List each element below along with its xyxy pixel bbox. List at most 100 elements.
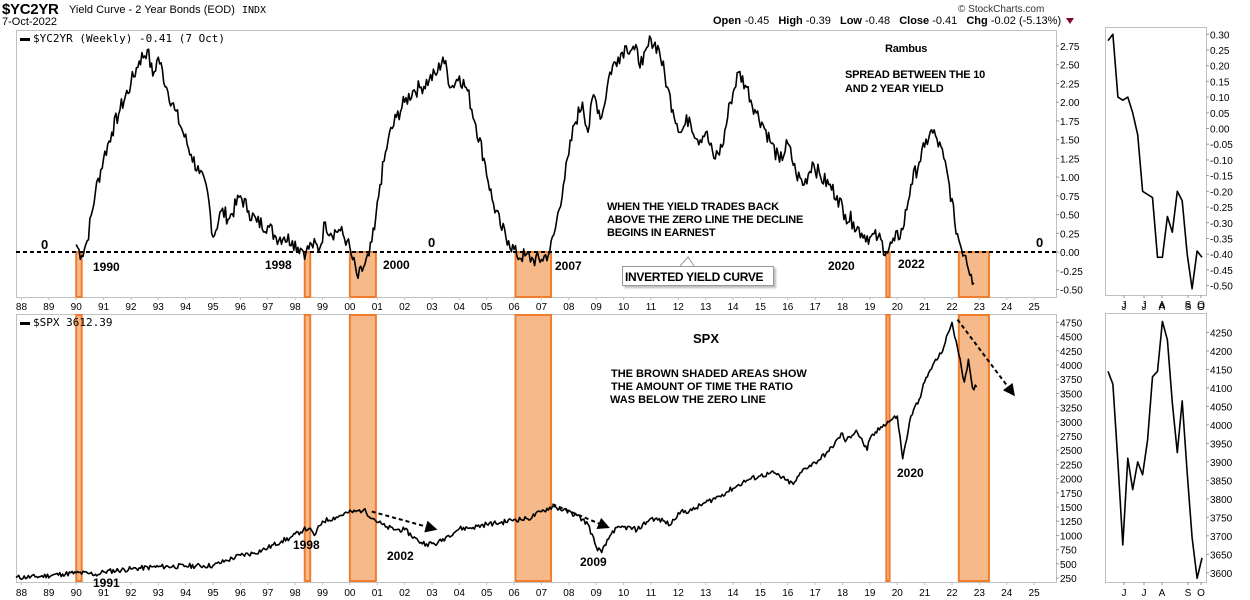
x-tick-label: 22 — [946, 588, 958, 599]
spx-year-label-1998: 1998 — [293, 538, 320, 552]
x-tick-label: 88 — [16, 302, 28, 313]
inverted-callout-pointer — [679, 256, 695, 267]
x-tick-label: 17 — [810, 588, 822, 599]
x-tick-label: 14 — [727, 302, 739, 313]
trend-arrow-shaft — [552, 503, 600, 525]
y-tick-label: 2.25 — [1060, 79, 1080, 90]
y-tick-label: 4750 — [1060, 318, 1083, 329]
x-tick-label: 93 — [153, 588, 165, 599]
x-tick-label: 06 — [509, 588, 521, 599]
spread-note-line-2: AND 2 YEAR YIELD — [845, 83, 944, 95]
y-tick-label: -0.35 — [1210, 234, 1233, 245]
yield-note-line-3: BEGINS IN EARNEST — [607, 227, 716, 239]
x-tick-label: 93 — [153, 302, 165, 313]
x-tick-label: 21 — [919, 588, 931, 599]
year-label-1990: 1990 — [93, 260, 120, 274]
symbol-title: $YC2YR — [2, 1, 59, 18]
x-tick-label: 21 — [919, 302, 931, 313]
y-tick-label: -0.45 — [1210, 266, 1233, 277]
x-tick-label: 12 — [673, 588, 685, 599]
y-tick-label: 3750 — [1060, 375, 1083, 386]
spx-zoom-panel-frame — [1105, 313, 1207, 583]
x-tick-label: 06 — [509, 302, 521, 313]
x-tick-label: 17 — [810, 302, 822, 313]
x-tick-label: 22 — [946, 302, 958, 313]
yield-note-line-2: ABOVE THE ZERO LINE THE DECLINE — [607, 214, 803, 226]
x-tick-label: S — [1185, 302, 1192, 313]
x-tick-label: 91 — [98, 302, 110, 313]
x-tick-label: 95 — [207, 588, 219, 599]
spread-note-line-1: SPREAD BETWEEN THE 10 — [845, 69, 985, 81]
y-tick-label: 4250 — [1210, 328, 1233, 339]
shaded-period — [957, 251, 990, 298]
x-tick-label: J — [1142, 302, 1147, 313]
x-tick-label: 20 — [892, 588, 904, 599]
spx-y-axis: 4750 4500 4250 4000 3750 3500 3250 3000 2750 2500… — [1056, 318, 1083, 585]
y-tick-label: 3950 — [1210, 439, 1233, 450]
high-label: High — [778, 15, 803, 27]
high-value: -0.39 — [805, 15, 831, 27]
spx-zoom-y-axis: 4250 4200 4150 4100 4050 4000 3950 3900 3850 3800… — [1206, 328, 1233, 580]
y-tick-label: 1250 — [1060, 517, 1083, 528]
y-tick-label: -0.25 — [1060, 267, 1083, 278]
y-tick-label: 3650 — [1210, 550, 1233, 561]
x-tick-label: 99 — [317, 302, 329, 313]
yield-legend: $YC2YR (Weekly) -0.41 (7 Oct) — [20, 32, 225, 45]
x-tick-label: O — [1197, 588, 1205, 599]
spx-zoom-series-line — [1107, 320, 1203, 580]
y-tick-label: 3600 — [1210, 569, 1233, 580]
x-tick-label: 96 — [235, 588, 247, 599]
x-tick-label: 15 — [755, 302, 767, 313]
brown-note-line-3: WAS BELOW THE ZERO LINE — [610, 394, 766, 406]
y-tick-label: 0.05 — [1210, 109, 1230, 120]
y-tick-label: 0.50 — [1060, 211, 1080, 222]
x-tick-label: 25 — [1029, 302, 1041, 313]
spx-legend: $SPX 3612.39 — [20, 316, 112, 329]
y-tick-label: -0.05 — [1210, 140, 1233, 151]
copyright-notice: © StockCharts.com — [958, 4, 1045, 15]
y-tick-label: 0.20 — [1210, 62, 1230, 73]
x-tick-label: 13 — [700, 302, 712, 313]
y-tick-label: 1.00 — [1060, 173, 1080, 184]
x-tick-label: 05 — [481, 302, 493, 313]
x-tick-label: 92 — [125, 588, 137, 599]
y-tick-label: 3250 — [1060, 404, 1083, 415]
x-tick-label: 20 — [892, 302, 904, 313]
trend-arrow-head — [1002, 383, 1015, 397]
shaded-period — [885, 251, 891, 298]
x-tick-label: 88 — [16, 588, 28, 599]
y-tick-label: -0.25 — [1210, 203, 1233, 214]
spx-series-line — [15, 321, 978, 581]
x-tick-label: 99 — [317, 588, 329, 599]
x-tick-label: 95 — [207, 302, 219, 313]
chg-value: -0.02 (-5.13%) — [990, 15, 1062, 27]
zero-label-left: 0 — [41, 237, 48, 252]
y-tick-label: 3850 — [1210, 476, 1233, 487]
y-tick-label: 0.15 — [1210, 77, 1230, 88]
x-tick-label: 11 — [646, 588, 657, 599]
y-tick-label: 4000 — [1210, 421, 1233, 432]
low-label: Low — [839, 15, 862, 27]
zero-label-mid: 0 — [428, 235, 435, 250]
x-tick-label: 24 — [1001, 588, 1013, 599]
x-tick-label: 02 — [399, 302, 411, 313]
y-tick-label: -0.10 — [1210, 156, 1233, 167]
x-tick-label: O — [1197, 300, 1205, 311]
y-tick-label: 750 — [1060, 546, 1077, 557]
x-tick-label: 89 — [43, 588, 55, 599]
y-tick-label: 4000 — [1060, 361, 1083, 372]
x-tick-label: 07 — [536, 302, 548, 313]
yield-zoom-y-axis: 0.30 0.25 0.20 0.15 0.10 0.05 0.00 -0.05 -0.10 -0… — [1206, 30, 1233, 293]
y-tick-label: 2250 — [1060, 460, 1083, 471]
x-tick-label: 19 — [864, 302, 876, 313]
x-tick-label: 04 — [454, 302, 466, 313]
brown-note-line-1: THE BROWN SHADED AREAS SHOW — [611, 368, 807, 380]
y-tick-label: 4050 — [1210, 402, 1233, 413]
x-tick-label: 90 — [71, 588, 83, 599]
x-tick-label: 15 — [755, 588, 767, 599]
x-tick-label: S — [1185, 588, 1192, 599]
yield-series-line — [75, 35, 975, 286]
y-tick-label: 1.75 — [1060, 117, 1080, 128]
legend-line-icon — [20, 37, 30, 41]
trend-arrow-shaft — [371, 510, 427, 528]
